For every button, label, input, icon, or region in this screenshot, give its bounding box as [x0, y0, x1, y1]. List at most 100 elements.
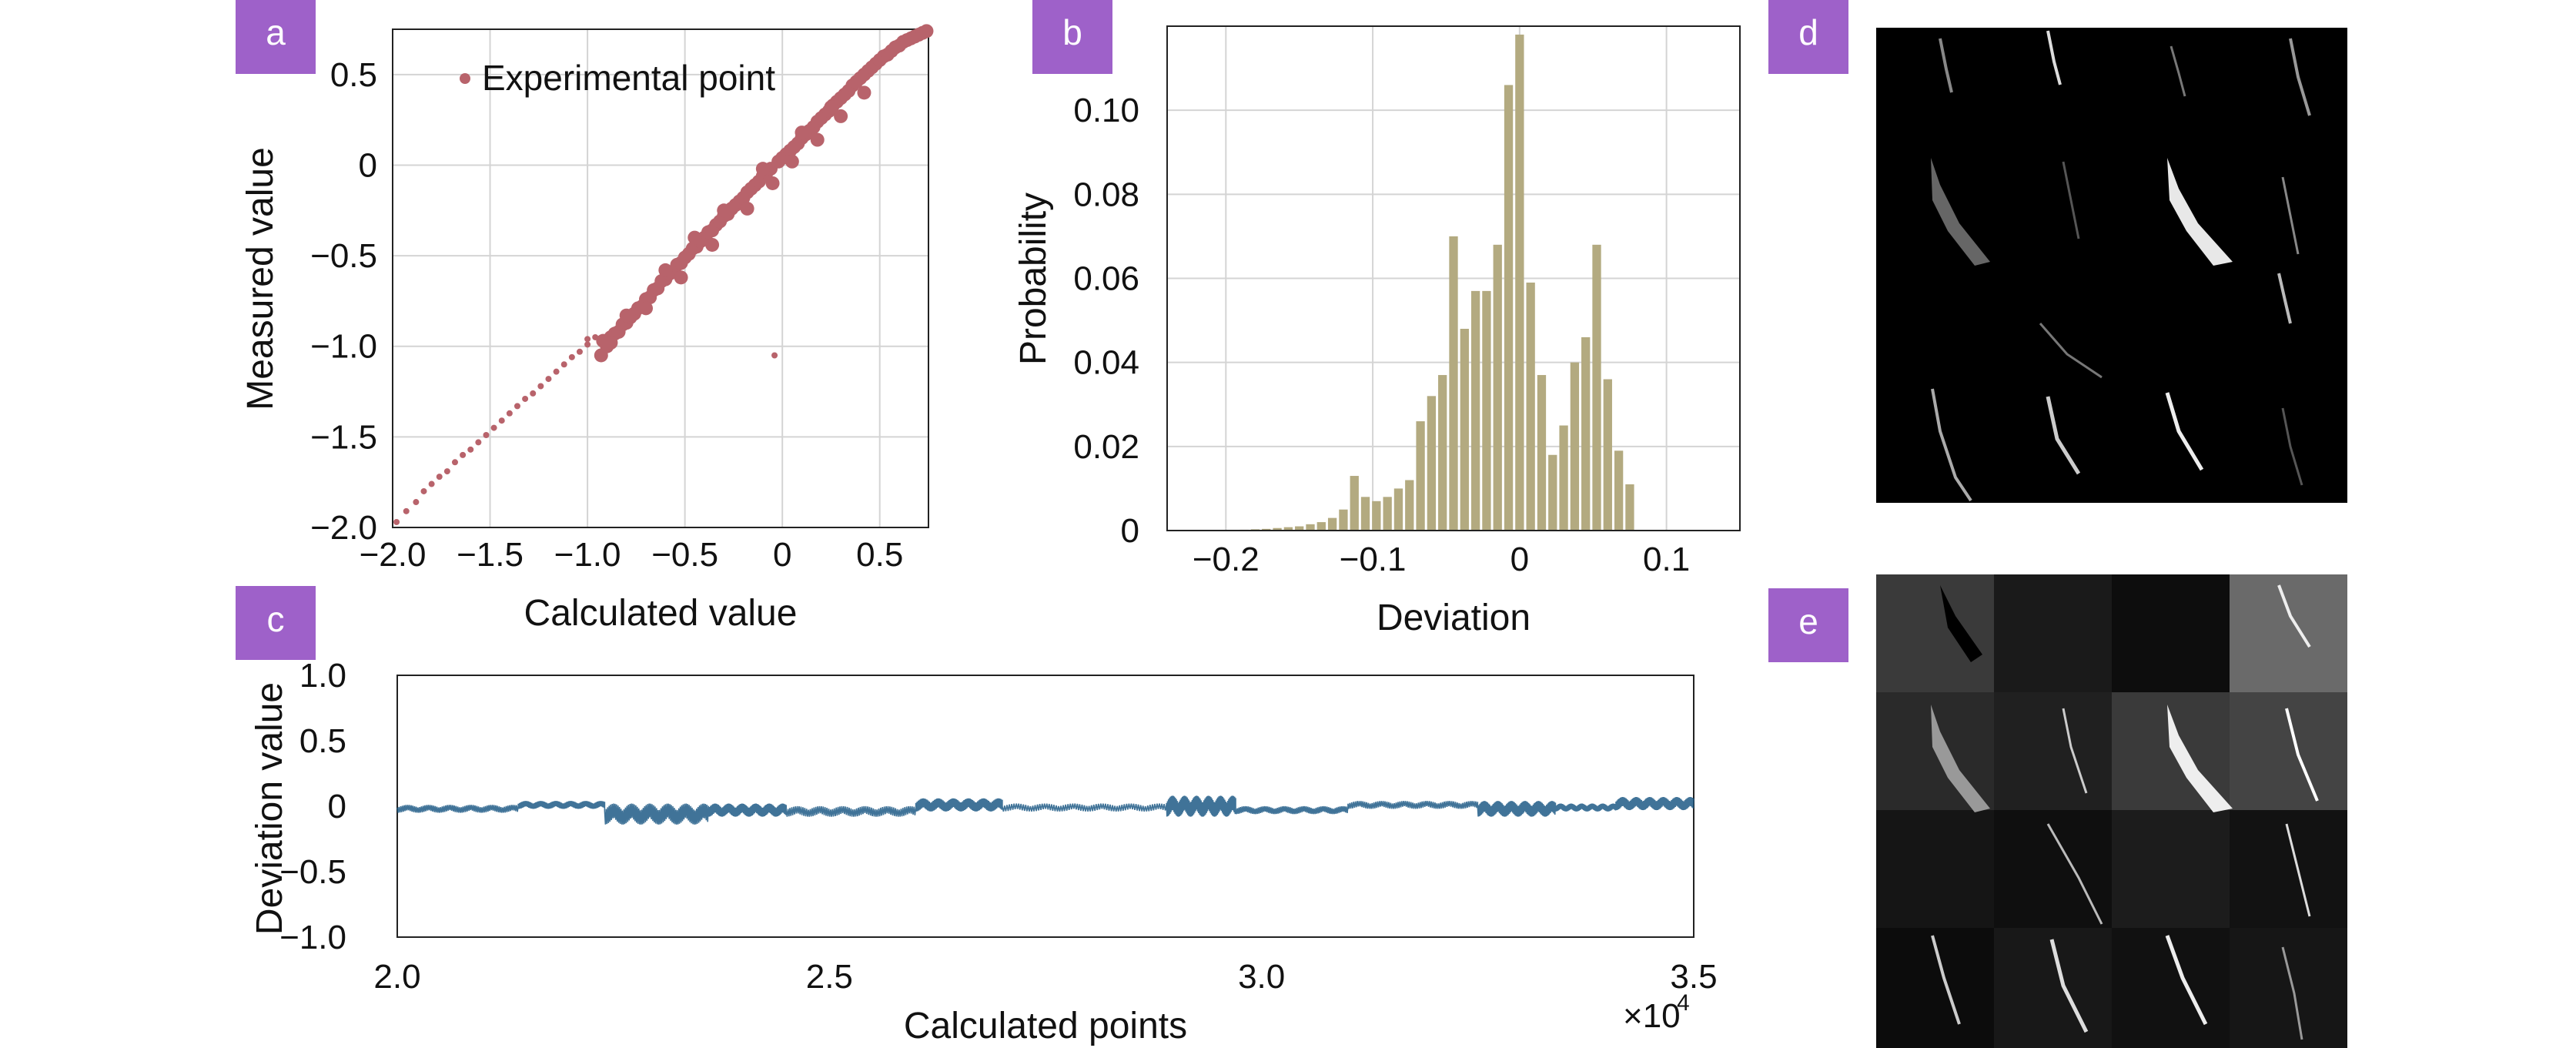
- feature-tile: [1876, 574, 1994, 692]
- feature-stroke: [2039, 323, 2103, 379]
- histogram-x-tick-label: 0: [1510, 541, 1529, 578]
- x-axis-multiplier-base: ×10: [1623, 997, 1681, 1035]
- histogram-bar: [1570, 362, 1580, 531]
- deviation-y-tick-label: 1.0: [299, 657, 346, 695]
- deviation-x-tick-label: 2.0: [373, 958, 420, 996]
- histogram-bar: [1592, 244, 1601, 531]
- feature-tile: [1876, 810, 1994, 928]
- histogram-bars: [1239, 34, 1634, 531]
- histogram-bar: [1283, 527, 1293, 531]
- histogram-bar: [1559, 425, 1568, 531]
- feature-stroke: [2062, 708, 2088, 794]
- feature-stroke: [2046, 30, 2062, 85]
- scatter-plot-panel: −2.0 −1.5 −1.0 −0.5 0 0.5 −2.0 −1.5 −1.0 −0.5 0 0.5…: [240, 24, 934, 634]
- scatter-point: [824, 100, 838, 115]
- scatter-points: [393, 24, 934, 525]
- legend-label: Experimental point: [482, 58, 775, 98]
- scatter-point: [436, 474, 443, 480]
- feature-stroke: [2062, 161, 2080, 239]
- scatter-point: [857, 85, 871, 100]
- histogram-bar: [1416, 421, 1425, 531]
- histogram-bar: [1427, 396, 1437, 531]
- histogram-bar: [1515, 34, 1524, 531]
- deviation-series-line: [396, 795, 1694, 825]
- scatter-point: [467, 446, 474, 453]
- histogram-bar: [1493, 244, 1502, 531]
- scatter-point: [834, 109, 848, 123]
- scatter-point: [420, 487, 427, 494]
- scatter-point: [576, 348, 583, 355]
- panel-badge-a: a: [236, 0, 316, 74]
- legend-marker: [460, 73, 470, 84]
- scatter-point: [522, 395, 529, 402]
- scatter-point: [514, 403, 520, 410]
- scatter-x-tick-label: −1.0: [554, 536, 621, 574]
- feature-stroke: [2277, 584, 2311, 648]
- scatter-point: [771, 352, 778, 359]
- scatter-legend: Experimental point: [460, 58, 775, 98]
- deviation-x-tick-label: 3.5: [1670, 958, 1717, 996]
- scatter-point: [537, 383, 544, 390]
- histogram-bar: [1273, 527, 1282, 531]
- feature-tile: [2112, 574, 2230, 692]
- scatter-x-axis-label: Calculated value: [524, 593, 798, 634]
- feature-stroke: [2046, 396, 2081, 475]
- histogram-tick-labels: −0.2 −0.1 0 0.100.020.040.060.080.10: [1073, 92, 1690, 578]
- histogram-y-tick-label: 0.10: [1073, 92, 1139, 129]
- deviation-y-axis-label: Deviation value: [249, 682, 290, 935]
- histogram-bar: [1393, 488, 1403, 531]
- feature-stroke: [2165, 935, 2208, 1026]
- histogram-x-tick-label: 0.1: [1643, 541, 1690, 578]
- feature-blob: [1931, 705, 1990, 812]
- deviation-x-tick-label: 2.5: [806, 958, 853, 996]
- histogram-x-axis-label: Deviation: [1377, 598, 1531, 638]
- feature-tile: [1994, 574, 2112, 692]
- scatter-point: [413, 499, 420, 506]
- histogram-y-tick-label: 0: [1121, 512, 1139, 550]
- deviation-y-tick-label: 0: [328, 788, 346, 825]
- histogram-x-tick-label: −0.1: [1340, 541, 1407, 578]
- scatter-point: [560, 361, 567, 368]
- scatter-point: [553, 368, 560, 375]
- scatter-point: [545, 376, 552, 383]
- feature-blob: [2167, 705, 2233, 812]
- scatter-y-tick-label: 0.5: [330, 56, 377, 94]
- feature-stroke: [2281, 946, 2303, 1040]
- histogram-bar: [1625, 484, 1634, 531]
- scatter-point: [568, 353, 575, 360]
- scatter-x-tick-label: −1.5: [457, 536, 524, 574]
- histogram-bar: [1548, 454, 1557, 531]
- histogram-bar: [1306, 524, 1315, 531]
- scatter-x-tick-label: −0.5: [651, 536, 718, 574]
- scatter-y-tick-label: −0.5: [310, 237, 377, 275]
- scatter-point: [443, 468, 450, 475]
- deviation-plot-panel: 2.0 2.5 3.0 3.5 −1.0 −0.5 0 0.5 1.0 Calculated p…: [249, 657, 1718, 1046]
- panel-badge-e: e: [1768, 588, 1848, 662]
- histogram-bar: [1262, 528, 1271, 531]
- scatter-plot-frame: [392, 28, 929, 528]
- histogram-x-tick-label: −0.2: [1193, 541, 1260, 578]
- scatter-point: [451, 459, 458, 466]
- deviation-x-tick-label: 3.0: [1238, 958, 1285, 996]
- feature-stroke: [2046, 823, 2103, 925]
- scatter-point: [584, 336, 591, 343]
- histogram-bar: [1614, 450, 1624, 531]
- scatter-y-tick-label: −1.5: [310, 418, 377, 456]
- histogram-bar: [1460, 329, 1469, 531]
- histogram-bar: [1360, 497, 1370, 531]
- histogram-bar: [1295, 526, 1304, 531]
- scatter-point: [490, 424, 497, 431]
- deviation-y-tick-label: 0.5: [299, 722, 346, 760]
- scatter-point: [674, 270, 688, 285]
- histogram-y-tick-label: 0.04: [1073, 344, 1139, 382]
- scatter-point: [619, 308, 634, 323]
- panel-label-d: d: [1798, 12, 1818, 52]
- x-axis-multiplier: ×10 4: [1623, 990, 1690, 1035]
- histogram-bar: [1537, 375, 1547, 531]
- feature-tile: [1994, 810, 2112, 928]
- scatter-point: [795, 126, 809, 140]
- feature-stroke: [1931, 388, 1972, 502]
- histogram-bar: [1405, 480, 1414, 531]
- scatter-point: [755, 162, 770, 176]
- scatter-point: [506, 410, 513, 417]
